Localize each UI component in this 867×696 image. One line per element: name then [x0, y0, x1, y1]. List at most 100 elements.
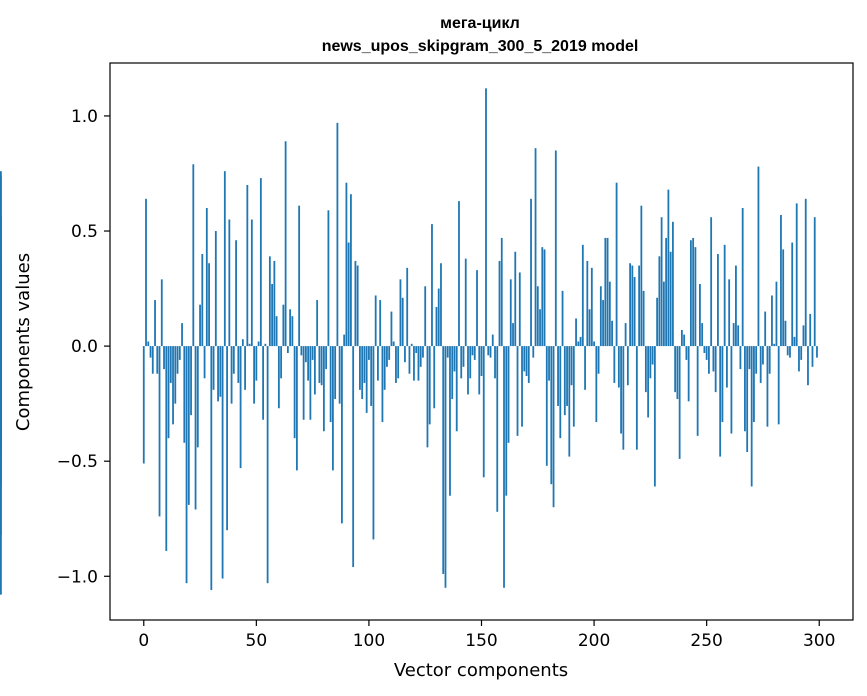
- bar: [593, 341, 595, 347]
- bar: [458, 201, 460, 347]
- bar: [525, 346, 528, 377]
- bar: [208, 263, 210, 347]
- bar: [167, 346, 170, 439]
- bar: [611, 320, 613, 347]
- bar: [527, 346, 530, 383]
- bar: [336, 122, 339, 347]
- bar: [397, 346, 400, 379]
- bar: [791, 242, 794, 347]
- bar: [559, 346, 562, 439]
- bar: [602, 300, 604, 347]
- bar: [0, 346, 2, 535]
- bar: [413, 346, 415, 381]
- bar: [512, 323, 514, 347]
- bar: [759, 346, 762, 383]
- bar: [246, 184, 249, 347]
- bar: [163, 346, 165, 370]
- bar: [190, 346, 192, 416]
- bar: [699, 283, 701, 347]
- bar: [653, 346, 656, 487]
- bar: [307, 346, 310, 381]
- bar: [428, 346, 431, 425]
- bar: [304, 346, 307, 363]
- bar: [584, 346, 586, 390]
- bar: [230, 346, 233, 404]
- bar: [259, 178, 262, 347]
- bar: [374, 295, 377, 347]
- bar: [386, 346, 388, 367]
- bar: [606, 237, 609, 347]
- bar: [550, 346, 553, 485]
- bar: [325, 346, 328, 370]
- bar: [199, 304, 201, 347]
- bar: [572, 346, 575, 427]
- bar: [590, 267, 593, 347]
- bar: [361, 346, 364, 400]
- bar: [530, 198, 532, 347]
- x-tick-label: 100: [353, 631, 385, 651]
- bar: [500, 237, 503, 347]
- bar: [710, 217, 713, 347]
- x-axis-ticks: 0 50 100 150 200 250 300: [138, 620, 835, 651]
- bar: [300, 346, 303, 356]
- bar: [480, 346, 483, 377]
- x-tick-label: 0: [138, 631, 149, 651]
- bar: [708, 346, 710, 374]
- bar: [807, 346, 809, 386]
- bar: [426, 346, 429, 448]
- bar: [271, 283, 274, 347]
- bar: [379, 300, 382, 347]
- bar: [377, 346, 379, 381]
- bar: [732, 323, 735, 347]
- bar: [649, 346, 652, 379]
- bar: [293, 346, 296, 439]
- bar: [392, 341, 395, 347]
- bar: [687, 346, 690, 402]
- bar: [548, 346, 550, 381]
- bar: [437, 288, 440, 347]
- bar: [210, 346, 213, 591]
- bar: [228, 219, 231, 347]
- bar: [721, 346, 724, 423]
- bar: [640, 205, 643, 347]
- bar: [282, 304, 285, 347]
- bar: [347, 242, 350, 347]
- bar: [703, 346, 706, 353]
- bar: [255, 346, 258, 381]
- bar: [795, 203, 798, 347]
- bar: [728, 279, 731, 347]
- bar: [629, 263, 631, 347]
- bar-series: [0, 88, 818, 595]
- bar: [798, 346, 800, 372]
- bar: [689, 240, 692, 347]
- bar: [723, 244, 726, 347]
- bar: [714, 346, 717, 393]
- bar: [178, 346, 181, 360]
- bar: [455, 346, 458, 432]
- bar: [0, 346, 2, 377]
- bar: [327, 210, 330, 347]
- bar: [422, 346, 424, 358]
- bar: [322, 346, 325, 432]
- bar: [214, 231, 217, 347]
- bar: [329, 346, 332, 423]
- bar: [563, 346, 566, 416]
- bar: [532, 346, 535, 358]
- y-tick-label: −0.5: [57, 452, 98, 472]
- bar: [467, 346, 469, 395]
- bar: [813, 217, 816, 347]
- bar: [505, 346, 508, 496]
- bar: [350, 194, 352, 347]
- bar: [365, 346, 368, 413]
- bar: [262, 346, 264, 420]
- bar: [811, 346, 814, 367]
- bar: [235, 240, 237, 347]
- bar: [581, 244, 584, 347]
- bar: [160, 279, 163, 347]
- y-axis-ticks: −1.0 −0.5 0.0 0.5 1.0: [57, 107, 110, 587]
- bar: [557, 346, 559, 406]
- bar: [622, 346, 625, 450]
- bar: [469, 346, 472, 379]
- bar: [196, 346, 199, 448]
- plot-frame: [109, 62, 854, 621]
